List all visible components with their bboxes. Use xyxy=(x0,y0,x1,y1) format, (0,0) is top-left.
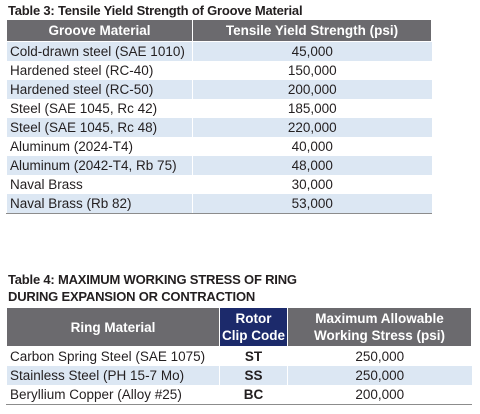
table3-cell-strength: 30,000 xyxy=(192,175,432,194)
table3-cell-material: Naval Brass (Rb 82) xyxy=(6,194,193,214)
table3-cell-material: Naval Brass xyxy=(6,175,193,194)
table3-cell-strength: 48,000 xyxy=(192,156,432,175)
table4-title-line2: DURING EXPANSION OR CONTRACTION xyxy=(8,289,256,304)
table3-header-material: Groove Material xyxy=(6,19,193,42)
table3-cell-strength: 40,000 xyxy=(192,137,432,156)
table3-cell-strength: 150,000 xyxy=(192,61,432,80)
table3-cell-strength: 185,000 xyxy=(192,99,432,118)
table4-cell-stress: 250,000 xyxy=(287,346,472,366)
table4-cell-code: BC xyxy=(219,385,288,405)
table4-cell-stress: 250,000 xyxy=(287,366,472,385)
table4-cell-code: SS xyxy=(219,366,288,385)
table3-cell-material: Hardened steel (RC-50) xyxy=(6,80,193,99)
table4-header-stress-line2: Working Stress (psi) xyxy=(313,328,446,343)
table-row: Aluminum (2024-T4) 40,000 xyxy=(6,137,432,156)
table3-cell-material: Steel (SAE 1045, Rc 42) xyxy=(6,99,193,118)
table3-cell-strength: 45,000 xyxy=(192,41,432,61)
table4-header-code-line1: Rotor xyxy=(235,311,272,326)
table3-title: Table 3: Tensile Yield Strength of Groov… xyxy=(8,3,303,18)
table4-cell-stress: 200,000 xyxy=(287,385,472,405)
table3-header-strength: Tensile Yield Strength (psi) xyxy=(192,19,432,42)
table3-header-row: Groove Material Tensile Yield Strength (… xyxy=(6,19,432,42)
table4-header-row: Ring Material Rotor Clip Code Maximum Al… xyxy=(6,307,472,347)
table4-max-working-stress: Ring Material Rotor Clip Code Maximum Al… xyxy=(6,307,472,405)
table4-header-material: Ring Material xyxy=(6,307,220,347)
table-row: Steel (SAE 1045, Rc 42) 185,000 xyxy=(6,99,432,118)
table-row: Stainless Steel (PH 15-7 Mo) SS 250,000 xyxy=(6,366,472,385)
table-row: Steel (SAE 1045, Rc 48) 220,000 xyxy=(6,118,432,137)
table-row: Hardened steel (RC-50) 200,000 xyxy=(6,80,432,99)
table3-cell-strength: 200,000 xyxy=(192,80,432,99)
table4-cell-material: Stainless Steel (PH 15-7 Mo) xyxy=(6,366,220,385)
table3-cell-material: Steel (SAE 1045, Rc 48) xyxy=(6,118,193,137)
table4-header-stress: Maximum Allowable Working Stress (psi) xyxy=(287,307,472,347)
table-row: Cold-drawn steel (SAE 1010) 45,000 xyxy=(6,41,432,61)
table4-cell-material: Carbon Spring Steel (SAE 1075) xyxy=(6,346,220,366)
table-row: Naval Brass 30,000 xyxy=(6,175,432,194)
table-row: Hardened steel (RC-40) 150,000 xyxy=(6,61,432,80)
table3-tensile-yield-strength: Groove Material Tensile Yield Strength (… xyxy=(6,19,432,214)
table3-cell-material: Hardened steel (RC-40) xyxy=(6,61,193,80)
table-row: Beryllium Copper (Alloy #25) BC 200,000 xyxy=(6,385,472,405)
table4-header-code: Rotor Clip Code xyxy=(219,307,288,347)
table3-cell-material: Aluminum (2042-T4, Rb 75) xyxy=(6,156,193,175)
table3-cell-strength: 53,000 xyxy=(192,194,432,214)
table4-cell-code: ST xyxy=(219,346,288,366)
table3-cell-material: Aluminum (2024-T4) xyxy=(6,137,193,156)
table4-header-code-line2: Clip Code xyxy=(222,328,285,343)
table3-cell-material: Cold-drawn steel (SAE 1010) xyxy=(6,41,193,61)
table3-cell-strength: 220,000 xyxy=(192,118,432,137)
table4-cell-material: Beryllium Copper (Alloy #25) xyxy=(6,385,220,405)
table4-title-line1: Table 4: MAXIMUM WORKING STRESS OF RING xyxy=(8,272,297,287)
table-row: Carbon Spring Steel (SAE 1075) ST 250,00… xyxy=(6,346,472,366)
table-row: Naval Brass (Rb 82) 53,000 xyxy=(6,194,432,214)
table4-header-stress-line1: Maximum Allowable xyxy=(315,311,444,326)
table-row: Aluminum (2042-T4, Rb 75) 48,000 xyxy=(6,156,432,175)
